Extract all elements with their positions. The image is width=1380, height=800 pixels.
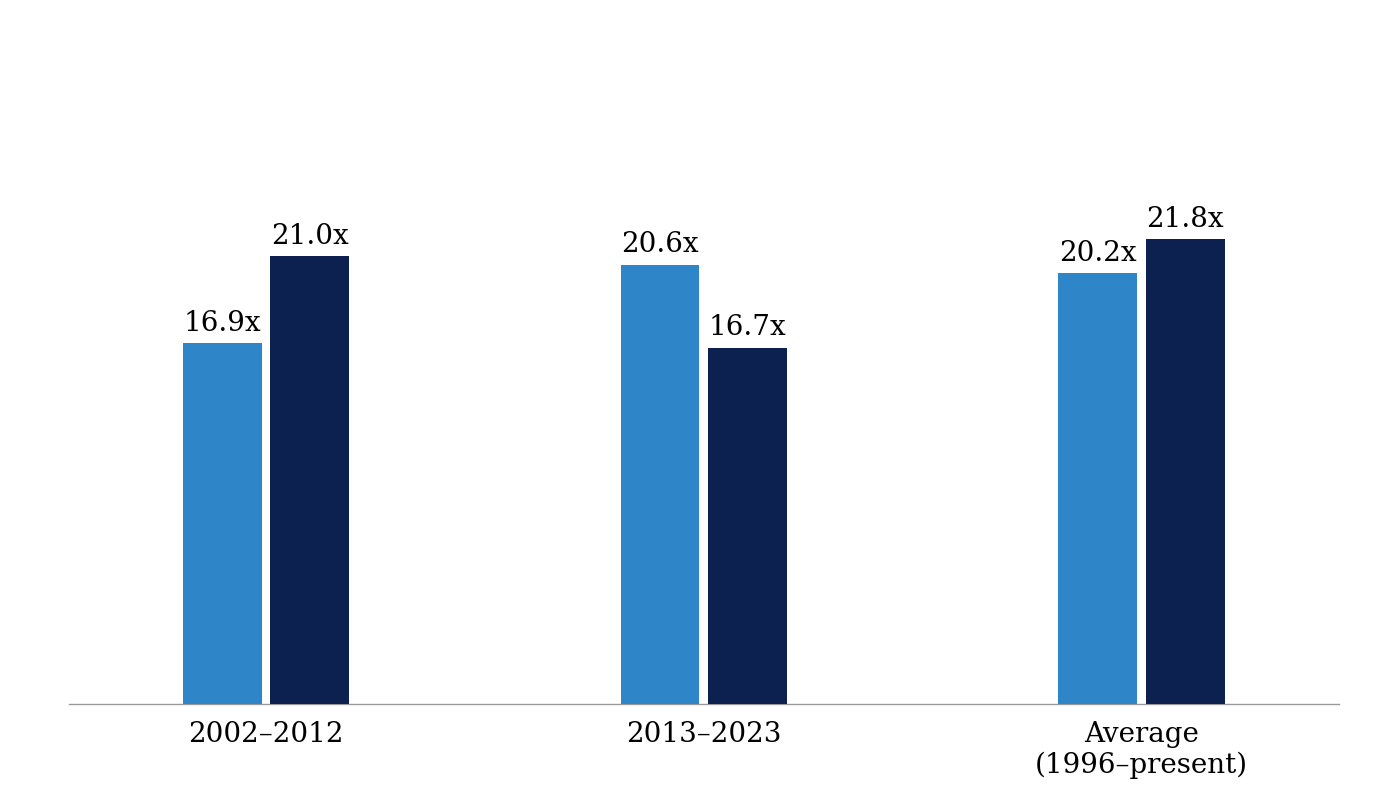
- Text: 16.9x: 16.9x: [184, 310, 261, 337]
- Bar: [1145, 239, 1225, 704]
- Bar: [1058, 273, 1137, 704]
- Bar: [270, 256, 349, 704]
- Bar: [182, 343, 262, 704]
- Text: 16.7x: 16.7x: [709, 314, 787, 342]
- Bar: [621, 265, 700, 704]
- Text: 20.2x: 20.2x: [1058, 240, 1137, 266]
- Text: 21.8x: 21.8x: [1147, 206, 1224, 233]
- Bar: [708, 348, 787, 704]
- Text: 21.0x: 21.0x: [270, 222, 349, 250]
- Text: 20.6x: 20.6x: [621, 231, 698, 258]
